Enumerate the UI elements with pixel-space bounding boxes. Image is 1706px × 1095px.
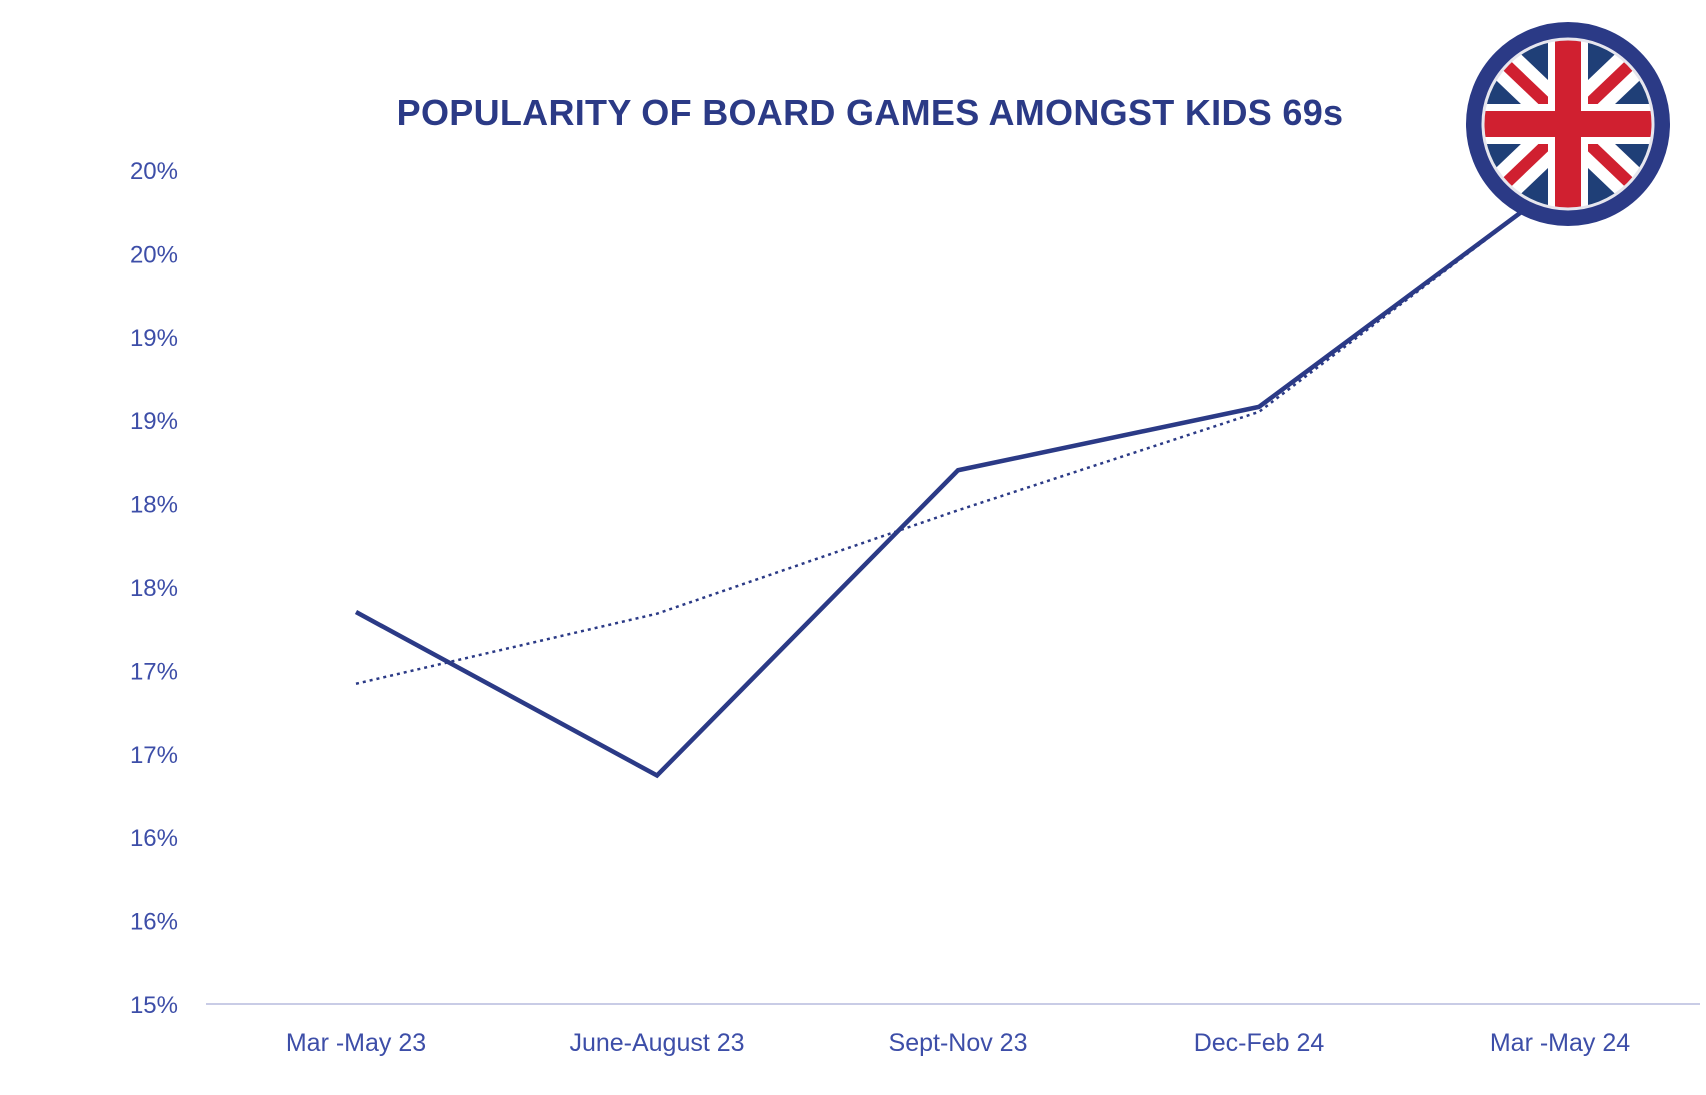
x-tick-label: Sept-Nov 23 xyxy=(889,1029,1028,1057)
chart-title: POPULARITY OF BOARD GAMES AMONGST KIDS 6… xyxy=(396,92,1344,133)
y-tick-label: 18% xyxy=(130,492,178,519)
x-tick-label: June-August 23 xyxy=(569,1029,744,1057)
series-line xyxy=(354,181,1562,779)
series-lines xyxy=(354,181,1562,779)
y-tick-label: 17% xyxy=(130,742,178,769)
y-tick-label: 19% xyxy=(130,408,178,435)
y-axis-ticks: 20% 20% 19% 19% 18% 18% 17% 17% 16% 16% 15% xyxy=(130,158,178,1019)
x-tick-label: Mar -May 23 xyxy=(286,1029,426,1057)
y-tick-label: 19% xyxy=(130,325,178,352)
trendline xyxy=(355,182,1561,685)
x-axis-ticks: Mar -May 23 June-August 23 Sept-Nov 23 Dec-… xyxy=(286,1029,1630,1057)
y-tick-label: 20% xyxy=(130,158,178,185)
y-tick-label: 15% xyxy=(130,992,178,1019)
y-tick-label: 16% xyxy=(130,825,178,852)
y-tick-label: 20% xyxy=(130,241,178,268)
y-tick-label: 18% xyxy=(130,575,178,602)
x-tick-label: Mar -May 24 xyxy=(1490,1029,1630,1057)
uk-flag-badge-icon xyxy=(1466,22,1670,226)
x-tick-label: Dec-Feb 24 xyxy=(1194,1029,1325,1057)
y-tick-label: 16% xyxy=(130,909,178,936)
y-tick-label: 17% xyxy=(130,658,178,685)
